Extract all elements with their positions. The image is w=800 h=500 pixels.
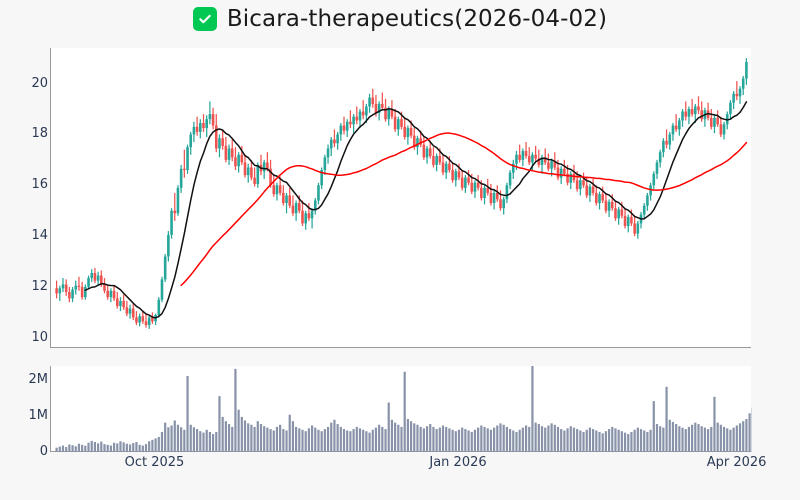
price-tick-label: 18 xyxy=(31,126,48,142)
chart-title-bar: Bicara-therapeutics(2026-04-02) xyxy=(0,0,800,38)
check-square-icon xyxy=(192,7,217,31)
price-tick-label: 10 xyxy=(31,329,48,345)
volume-plot xyxy=(55,366,752,452)
date-tick-label: Jan 2026 xyxy=(429,455,487,470)
price-tick-label: 16 xyxy=(31,177,48,193)
volume-tick-label: 2M xyxy=(28,372,49,388)
price-panel xyxy=(50,48,751,348)
date-tick-label: Oct 2025 xyxy=(124,455,185,470)
date-tick-label: Apr 2026 xyxy=(706,455,767,470)
page-title: Bicara-therapeutics(2026-04-02) xyxy=(226,6,608,32)
price-tick-label: 14 xyxy=(31,228,48,244)
price-tick-label: 20 xyxy=(31,75,48,91)
volume-tick-label: 0 xyxy=(39,444,48,459)
volume-panel xyxy=(50,366,752,452)
price-plot xyxy=(55,58,748,329)
volume-tick-label: 1M xyxy=(28,408,49,424)
price-tick-label: 12 xyxy=(31,278,48,294)
